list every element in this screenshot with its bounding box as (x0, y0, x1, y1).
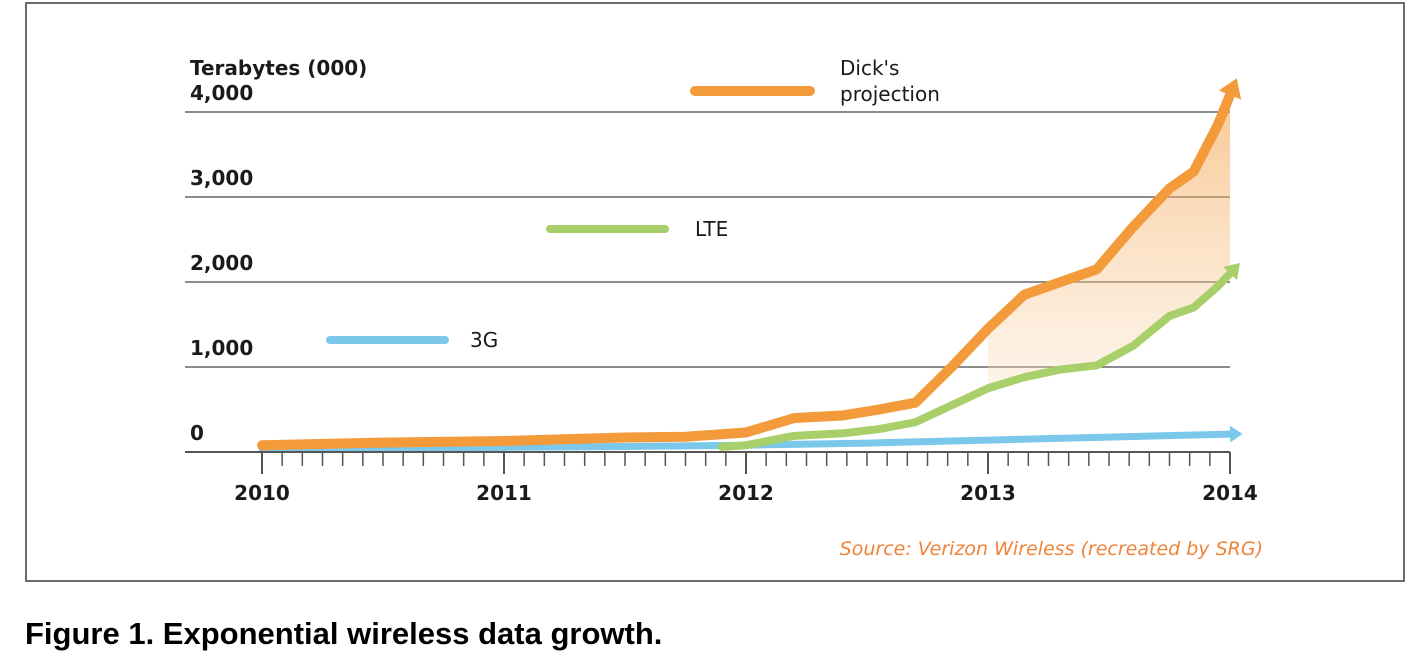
legend-label-line: LTE (695, 217, 728, 241)
y-tick-label: 0 (190, 421, 204, 445)
series-lte-line-arrow (1223, 263, 1240, 281)
y-tick-label: 3,000 (190, 166, 253, 190)
legend-projection-label: Dick's projection (840, 56, 940, 106)
legend-label-line: projection (840, 82, 940, 106)
series-projection-line-arrow (1218, 78, 1242, 100)
x-axis-labels: 2010 2011 2012 2013 2014 (234, 481, 1258, 505)
y-tick-label: 1,000 (190, 336, 253, 360)
projection-gap-fill (988, 95, 1230, 389)
y-axis-title: Terabytes (000) (190, 56, 367, 80)
x-tick-label: 2013 (960, 481, 1016, 505)
source-note: Source: Verizon Wireless (recreated by S… (840, 538, 1263, 560)
figure-caption: Figure 1. Exponential wireless data grow… (25, 616, 663, 651)
series-3g-line-arrow (1229, 425, 1243, 443)
legend-label-line: Dick's (840, 56, 899, 80)
series-lines (257, 78, 1243, 453)
series-projection-line (257, 90, 1235, 451)
y-axis-labels: 0 1,000 2,000 3,000 4,000 (190, 81, 253, 445)
legend-3g-label: 3G (470, 328, 498, 352)
projection-gap-area (988, 95, 1230, 389)
y-tick-label: 4,000 (190, 81, 253, 105)
x-tick-label: 2014 (1202, 481, 1258, 505)
legend-label-line: 3G (470, 328, 498, 352)
x-tick-label: 2010 (234, 481, 290, 505)
y-tick-label: 2,000 (190, 251, 253, 275)
legend: Dick's projection LTE 3G (326, 56, 940, 352)
legend-lte-label: LTE (695, 217, 728, 241)
x-axis (185, 451, 1231, 474)
series-lte-line (717, 269, 1234, 451)
x-tick-label: 2011 (476, 481, 532, 505)
x-tick-label: 2012 (718, 481, 774, 505)
